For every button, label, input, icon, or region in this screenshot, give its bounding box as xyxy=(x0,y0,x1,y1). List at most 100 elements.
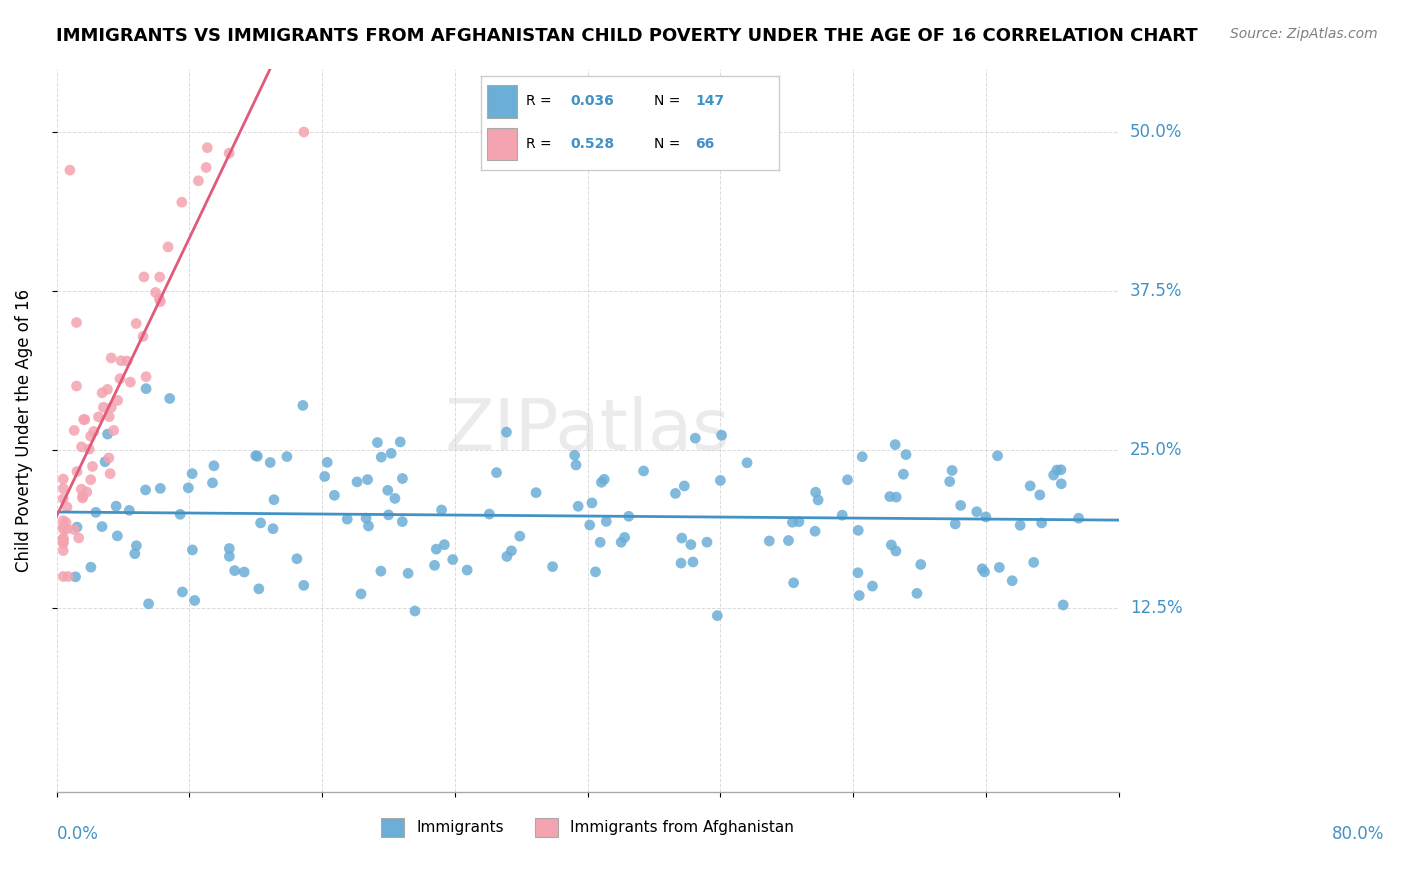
Point xyxy=(98,409,121,424)
Point xyxy=(65,570,87,584)
Point xyxy=(79,429,101,443)
Point xyxy=(233,565,256,579)
Point xyxy=(404,604,426,618)
Point xyxy=(565,458,588,472)
Point xyxy=(262,522,284,536)
Point xyxy=(356,473,378,487)
Point xyxy=(949,499,972,513)
Point xyxy=(673,479,696,493)
Point xyxy=(456,563,478,577)
Point xyxy=(972,562,994,576)
Point xyxy=(138,597,160,611)
Point xyxy=(893,467,915,482)
Point xyxy=(735,456,758,470)
Point xyxy=(125,539,148,553)
Point xyxy=(52,472,75,486)
Point xyxy=(91,385,114,400)
Point xyxy=(433,538,456,552)
Point xyxy=(613,530,636,544)
Point xyxy=(509,529,531,543)
Point xyxy=(59,163,82,178)
Point xyxy=(377,483,399,498)
Point xyxy=(1067,511,1090,525)
Point xyxy=(851,450,873,464)
Point xyxy=(66,520,89,534)
Point xyxy=(63,424,86,438)
Point xyxy=(524,485,547,500)
Point xyxy=(696,535,718,549)
Point xyxy=(108,372,131,386)
Point xyxy=(87,409,110,424)
Point xyxy=(1046,463,1069,477)
Point xyxy=(591,475,613,490)
Point xyxy=(183,593,205,607)
Point xyxy=(84,505,107,519)
Point xyxy=(66,465,89,479)
Point xyxy=(195,161,218,175)
Point xyxy=(633,464,655,478)
Point xyxy=(224,564,246,578)
Point xyxy=(120,375,142,389)
Point xyxy=(132,329,155,343)
Point xyxy=(782,515,804,529)
Point xyxy=(973,565,995,579)
Point xyxy=(56,500,79,514)
Y-axis label: Child Poverty Under the Age of 16: Child Poverty Under the Age of 16 xyxy=(15,289,32,572)
Point xyxy=(1029,488,1052,502)
Point xyxy=(593,472,616,486)
Point xyxy=(263,492,285,507)
Point xyxy=(245,449,267,463)
Point xyxy=(966,505,988,519)
Point xyxy=(124,547,146,561)
Point xyxy=(389,434,412,449)
Point xyxy=(107,393,129,408)
Point xyxy=(323,488,346,502)
Point xyxy=(617,509,640,524)
Point xyxy=(664,486,686,500)
Point xyxy=(879,490,901,504)
Point xyxy=(115,354,138,368)
Point xyxy=(986,449,1008,463)
Point xyxy=(105,499,128,513)
Point xyxy=(55,516,77,530)
Text: 50.0%: 50.0% xyxy=(1129,123,1182,141)
Point xyxy=(135,382,157,396)
Point xyxy=(291,399,314,413)
Point xyxy=(423,558,446,573)
Point xyxy=(132,269,155,284)
Point xyxy=(391,471,413,485)
Point xyxy=(478,507,501,521)
Point xyxy=(567,500,589,514)
Point xyxy=(938,475,960,489)
Point xyxy=(581,496,603,510)
Point xyxy=(396,566,419,581)
Point xyxy=(56,569,79,583)
Point xyxy=(370,450,392,464)
Point xyxy=(709,474,731,488)
Point xyxy=(758,533,780,548)
Point xyxy=(65,316,87,330)
Point xyxy=(91,519,114,533)
Point xyxy=(100,351,122,365)
Point xyxy=(259,456,281,470)
Point xyxy=(831,508,853,523)
Point xyxy=(157,240,180,254)
Point xyxy=(485,466,508,480)
Text: ZIPatlas: ZIPatlas xyxy=(444,396,730,465)
Point xyxy=(149,270,172,285)
Point xyxy=(669,556,692,570)
Point xyxy=(67,531,90,545)
Point xyxy=(80,473,103,487)
Point xyxy=(848,589,870,603)
Point xyxy=(181,542,204,557)
Point xyxy=(346,475,368,489)
Point xyxy=(52,482,75,496)
Point xyxy=(589,535,612,549)
Point xyxy=(187,174,209,188)
Point xyxy=(135,369,157,384)
Point xyxy=(55,522,77,536)
Point xyxy=(103,424,125,438)
Point xyxy=(218,541,240,556)
Point xyxy=(70,482,93,496)
Point xyxy=(905,586,928,600)
